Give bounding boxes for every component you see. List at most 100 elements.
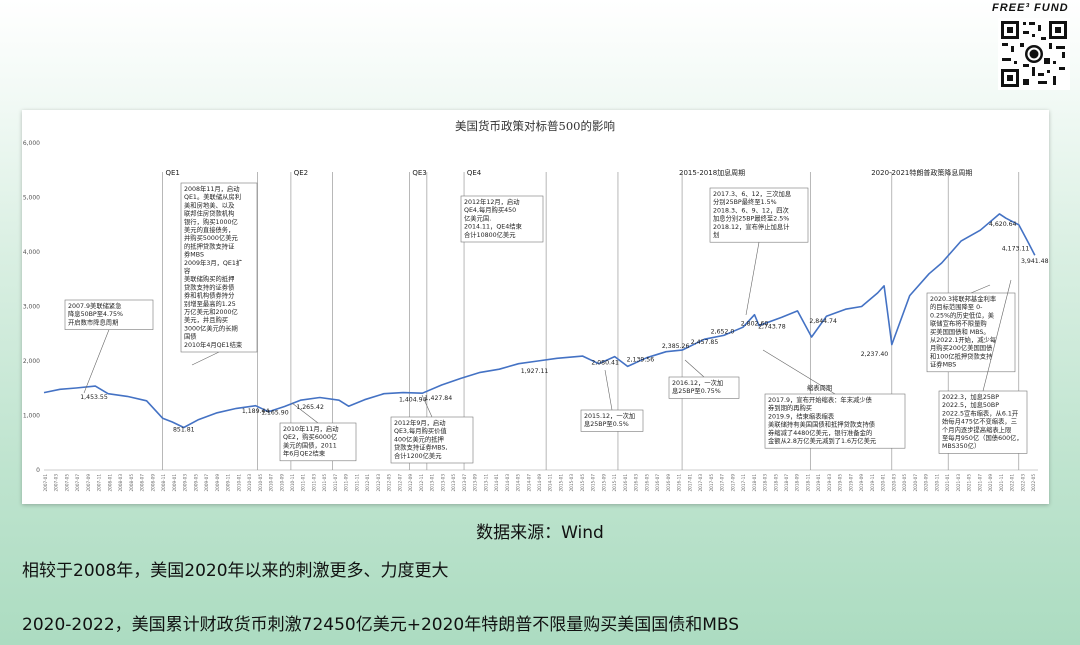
data-point-label: 4,620.64: [989, 221, 1017, 228]
x-tick-label: 2021-01: [945, 474, 950, 492]
x-tick-label: 2020-07: [913, 474, 918, 492]
annotation-pointer: [291, 402, 319, 424]
y-tick-label: 3,000: [23, 304, 40, 311]
annotation-line: 亿美元国.: [464, 213, 491, 222]
annotation-line: 2022.5，加息50BP: [942, 400, 999, 409]
x-tick-label: 2013-07: [462, 474, 467, 492]
data-point-label: 2,457.85: [691, 339, 719, 346]
x-tick-label: 2018-11: [805, 474, 810, 492]
data-point-label: 1,927.11: [521, 368, 549, 375]
x-tick-label: 2007-11: [97, 474, 102, 492]
y-tick-label: 6,000: [23, 140, 40, 147]
x-tick-label: 2012-05: [387, 474, 392, 492]
qr-code-icon: [998, 18, 1070, 90]
x-tick-label: 2021-05: [967, 474, 972, 492]
annotation-box: [764, 393, 906, 449]
annotation-box: [668, 376, 740, 399]
annotation-pointer: [604, 369, 613, 411]
annotation-line: 加息分别25BP最终至2.5%: [713, 214, 789, 223]
x-tick-label: 2007-03: [54, 474, 59, 492]
y-tick-label: 1,000: [23, 413, 40, 420]
x-tick-label: 2007-01: [43, 474, 48, 492]
x-tick-label: 2011-09: [344, 474, 349, 492]
annotation-line: 2012年12月，启动: [464, 197, 520, 206]
annotation-line: 2010年11月，启动: [283, 424, 339, 433]
x-tick-label: 2020-03: [891, 474, 896, 492]
annotation-box: [180, 182, 258, 353]
x-tick-label: 2014-03: [505, 474, 510, 492]
annotation-line: 贷款支持的证券债: [184, 282, 234, 291]
x-tick-label: 2016-05: [644, 474, 649, 492]
x-tick-label: 2011-03: [311, 474, 316, 492]
x-tick-label: 2013-11: [483, 474, 488, 492]
annotation-line: 2008年11月，启动: [184, 184, 240, 193]
x-tick-label: 2009-11: [226, 474, 231, 492]
annotation-box: [926, 292, 1016, 373]
x-tick-label: 2021-07: [977, 474, 982, 492]
annotation-line: 3000亿美元的长期: [184, 323, 238, 332]
x-tick-label: 2007-05: [64, 474, 69, 492]
x-tick-label: 2022-01: [1010, 474, 1015, 492]
x-tick-label: 2017-07: [720, 474, 725, 492]
annotation-line: 息25BP至0.75%: [672, 386, 721, 395]
annotation-line: 金额从2.8万亿美元减到了1.6万亿美元: [768, 436, 877, 445]
x-tick-label: 2016-03: [634, 474, 639, 492]
annotation-line: 2018.12，宣布停止加息计: [713, 222, 790, 231]
annotation-line: 2017.9，宣布开始缩表：年末减少债: [768, 395, 872, 404]
annotation-line: 别增至最高的1.25: [184, 299, 236, 308]
y-tick-label: 5,000: [23, 195, 40, 202]
x-tick-label: 2012-07: [397, 474, 402, 492]
vertical-marker-label: QE1: [165, 169, 179, 177]
data-point-label: 3,941.48: [1021, 258, 1049, 265]
annotation-pointer: [684, 359, 705, 378]
annotation-box: [64, 299, 154, 330]
x-tick-label: 2015-11: [612, 474, 617, 492]
annotation-line: QE1。美联储从房利: [184, 192, 241, 201]
x-tick-label: 2011-05: [322, 474, 327, 492]
annotation-box: [460, 195, 544, 243]
x-tick-label: 2017-01: [687, 474, 692, 492]
x-tick-label: 2008-03: [118, 474, 123, 492]
vertical-marker-label: 2020-2021特朗普政策降息周期: [871, 168, 972, 177]
annotation-line: 银行，购买1000亿: [184, 217, 238, 226]
y-tick-label: 2,000: [23, 358, 40, 365]
x-tick-label: 2016-07: [655, 474, 660, 492]
x-tick-label: 2012-01: [365, 474, 370, 492]
x-tick-label: 2010-11: [290, 474, 295, 492]
annotation-box: [279, 422, 357, 462]
annotation-box: [938, 390, 1028, 454]
x-tick-label: 2020-01: [881, 474, 886, 492]
annotation-line: 贷款支持证券MBS,: [394, 443, 447, 452]
annotation-line: 并购买5000亿美元: [184, 233, 239, 242]
chart-title: 美国货币政策对标普500的影响: [455, 119, 615, 133]
x-tick-label: 2018-07: [784, 474, 789, 492]
annotation-line: 0.25%的历史低位，美: [930, 310, 995, 319]
annotation-line: 月购买200亿美国国债: [930, 343, 992, 352]
data-point-label: 1,189.44: [242, 408, 270, 415]
x-tick-label: 2021-03: [956, 474, 961, 492]
annotation-line: 美联储购买的抵押: [184, 274, 234, 283]
annotation-line: 合计1200亿美元: [394, 451, 442, 460]
x-tick-label: 2014-07: [526, 474, 531, 492]
caption-stimulus-total: 2020-2022，美国累计财政货币刺激72450亿美元+2020年特朗普不限量…: [22, 615, 740, 635]
annotation-line: 联储宣布将不限量购: [930, 319, 987, 328]
data-point-label: 1,165.90: [261, 409, 289, 416]
annotation-line: 证券MBS: [930, 360, 956, 369]
annotation-line: 始每月475亿不变缩表，三: [942, 417, 1017, 426]
annotation-line: 美元的国债，2011: [283, 440, 337, 449]
x-tick-label: 2016-09: [666, 474, 671, 492]
annotation-pointer: [421, 394, 433, 418]
annotation-line: 息25BP至0.5%: [584, 419, 629, 428]
annotation-line: 个月内逐步提高缩表上限: [942, 425, 1012, 434]
data-point-label: 1,404.94: [399, 396, 427, 403]
x-tick-label: 2017-09: [730, 474, 735, 492]
data-point-label: 2,652.0: [711, 328, 735, 335]
data-source-label: 数据来源：Wind: [476, 523, 604, 543]
annotation-line: 联邦住房贷款机构: [184, 209, 234, 218]
x-tick-label: 2012-11: [419, 474, 424, 492]
annotation-line: 的目标范围降至 0-: [930, 302, 982, 311]
annotation-line: 券缩减了4480亿美元，银行准备金的: [768, 428, 872, 437]
x-tick-label: 2019-05: [838, 474, 843, 492]
data-point-label: 1,427.84: [425, 395, 453, 402]
x-tick-label: 2015-01: [558, 474, 563, 492]
